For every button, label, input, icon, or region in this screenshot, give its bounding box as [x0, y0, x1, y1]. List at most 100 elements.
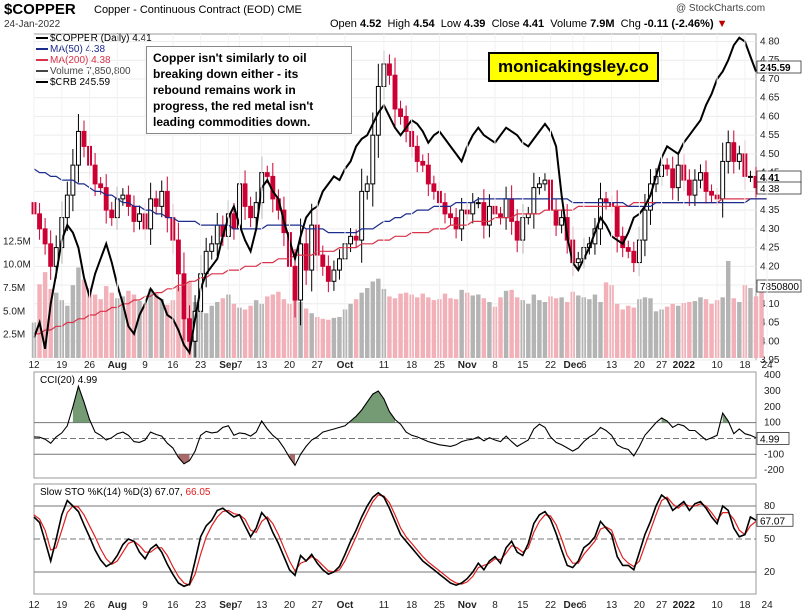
x-tick-label: 20 — [634, 360, 646, 371]
volume-bar — [631, 307, 637, 358]
down-triangle-icon: ▼ — [716, 18, 728, 30]
candle-body — [698, 172, 703, 181]
volume-bar — [670, 303, 675, 358]
volume-bar — [703, 299, 709, 358]
volume-bar — [370, 281, 376, 358]
volume-bar — [353, 299, 359, 358]
volume-bar — [498, 297, 503, 358]
candle-body — [264, 172, 270, 177]
x-tick-label-bottom: 6 — [581, 600, 587, 611]
candle-body — [103, 187, 109, 211]
volume-bar — [453, 299, 459, 358]
volume-bar — [203, 313, 209, 358]
x-tick-label-bottom: 15 — [517, 600, 529, 611]
price-tick-label: 4.05 — [760, 318, 780, 329]
volume-bar — [365, 288, 370, 358]
volume-bar — [220, 298, 226, 358]
price-tick-label: 4.10 — [760, 299, 780, 310]
cci-legend: CCI(20) 4.99 — [40, 375, 98, 386]
volume-bar — [92, 294, 98, 358]
x-tick-label: 26 — [84, 360, 96, 371]
x-tick-label-bottom: 19 — [56, 600, 68, 611]
volume-bar — [159, 299, 164, 358]
crb-line — [33, 36, 757, 356]
volume-bar — [753, 296, 759, 358]
volume-tick-label: 5.0M — [3, 306, 25, 317]
volume-tick-label: 7.5M — [3, 283, 25, 294]
x-tick-label-bottom: 26 — [84, 600, 96, 611]
candle-body — [337, 258, 342, 271]
stockcharts-logo[interactable]: @ StockCharts.com — [676, 3, 766, 14]
cci-panel-frame — [33, 371, 757, 479]
volume-bar — [676, 305, 681, 358]
volume-bar — [253, 300, 259, 358]
volume-bar — [131, 294, 137, 358]
candle-body — [720, 160, 726, 200]
watermark: monicakingsley.co — [488, 52, 659, 82]
volume-bar — [265, 296, 270, 358]
volume-bar — [592, 294, 598, 358]
x-tick-label-bottom: 11 — [379, 600, 390, 611]
candle-body — [131, 205, 137, 222]
volume-bar — [337, 316, 342, 358]
x-tick-label: 2022 — [673, 360, 696, 371]
volume-bar — [248, 305, 253, 358]
x-tick-label: 16 — [167, 360, 179, 371]
volume-bar — [537, 300, 542, 358]
candle-body — [364, 183, 370, 192]
candle-body — [387, 63, 392, 76]
x-tick-label-bottom: 23 — [195, 600, 207, 611]
candle-body — [725, 142, 731, 162]
candle-body — [309, 224, 315, 271]
volume-bar — [414, 297, 420, 358]
high-value: 4.54 — [413, 18, 435, 30]
volume-bar — [653, 311, 659, 358]
x-tick-label: 13 — [256, 360, 268, 371]
volume-bar — [709, 303, 714, 358]
candle-body — [481, 202, 487, 226]
candle-body — [470, 202, 476, 215]
open-label: Open — [330, 18, 357, 30]
candle-body — [242, 183, 248, 207]
volume-bar — [559, 297, 564, 358]
legend-ma50: MA(50) 4.38 — [50, 44, 105, 55]
x-tick-label: 18 — [739, 360, 751, 371]
x-tick-label: 23 — [195, 360, 207, 371]
volume-bar — [403, 292, 409, 358]
price-tick-label: 4.35 — [760, 205, 780, 216]
candle-body — [559, 217, 565, 226]
volume-bar — [387, 296, 392, 358]
candle-body — [442, 202, 448, 215]
volume-value-tag-box — [756, 279, 802, 293]
cci-tick-label: 100 — [764, 418, 781, 429]
candle-body — [109, 209, 115, 219]
candle-body — [692, 179, 698, 196]
x-tick-label: 7 — [237, 360, 243, 371]
x-tick-label-bottom: 13 — [606, 600, 618, 611]
x-tick-label: 6 — [581, 360, 587, 371]
volume-bar — [420, 293, 425, 358]
quote-summary: Open 4.52 High 4.54 Low 4.39 Close 4.41 … — [330, 18, 728, 30]
candle-body — [81, 130, 87, 147]
volume-bar — [53, 292, 59, 358]
volume-bar — [320, 318, 326, 358]
volume-bar — [720, 297, 725, 358]
volume-bar — [376, 278, 381, 358]
candle-body — [664, 164, 670, 170]
volume-tick-label: 10.0M — [3, 260, 31, 271]
chg-label: Chg — [620, 18, 641, 30]
volume-bar — [503, 290, 509, 358]
candle-body — [514, 220, 520, 241]
price-tick-label: 4.50 — [760, 149, 780, 160]
candle-body — [531, 187, 537, 215]
cci-tick-label: -100 — [764, 449, 784, 460]
close-value-tag-text: 4.41 — [760, 173, 780, 184]
volume-bar — [509, 289, 514, 358]
ma-value-tag: 4.38 — [756, 181, 802, 195]
volume-bar — [292, 283, 298, 358]
price-tick-label: 4.60 — [760, 111, 780, 122]
volume-bar — [398, 293, 403, 358]
volume-bar — [726, 260, 731, 358]
candle-body — [448, 213, 453, 219]
crb-value-tag-text: 245.59 — [760, 63, 791, 74]
